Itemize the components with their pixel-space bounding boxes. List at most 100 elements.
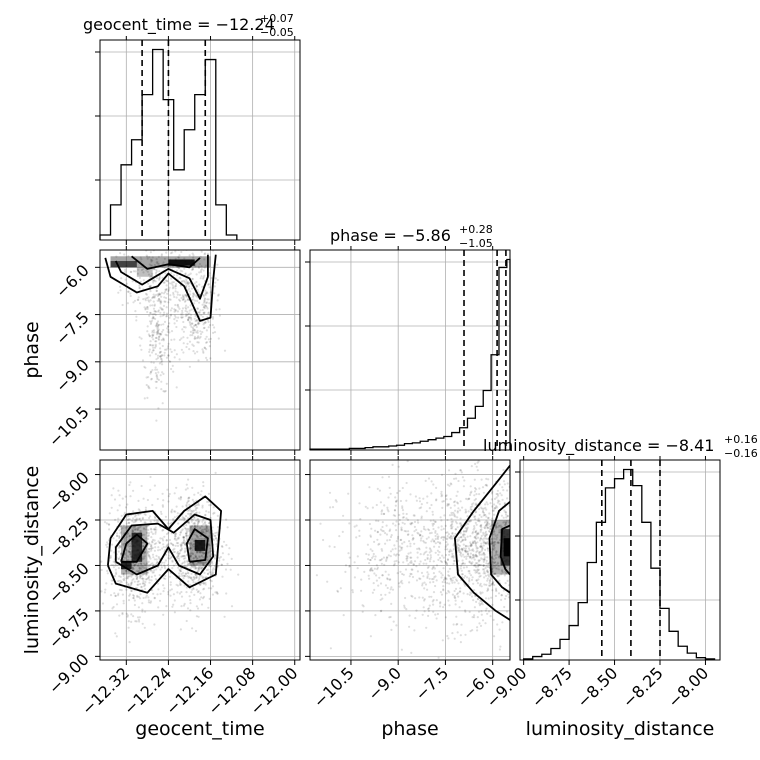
sample-point xyxy=(139,574,142,577)
sample-point xyxy=(119,252,122,255)
sample-point xyxy=(471,505,474,508)
sample-point xyxy=(446,518,449,522)
sample-point xyxy=(472,556,475,559)
sample-point xyxy=(194,319,197,323)
sample-point xyxy=(127,290,130,293)
sample-point xyxy=(485,483,488,486)
sample-point xyxy=(504,513,508,516)
sample-point xyxy=(143,552,146,555)
sample-point xyxy=(398,513,401,517)
sample-point xyxy=(143,582,146,586)
sample-point xyxy=(411,595,414,598)
sample-point xyxy=(470,562,473,566)
sample-point xyxy=(428,577,431,580)
sample-point xyxy=(160,291,163,294)
sample-point xyxy=(366,507,369,510)
sample-point xyxy=(183,574,186,578)
sample-point xyxy=(201,504,204,507)
sample-point xyxy=(165,382,168,385)
sample-point xyxy=(369,569,372,572)
sample-point xyxy=(520,557,522,559)
title-phase-minus: −1.05 xyxy=(459,237,493,250)
sample-point xyxy=(148,581,151,584)
sample-point xyxy=(188,320,191,324)
sample-point xyxy=(358,529,361,532)
sample-point xyxy=(427,536,430,539)
sample-point xyxy=(410,594,413,598)
sample-point xyxy=(105,522,108,525)
sample-point xyxy=(121,613,124,616)
ylabel-luminosity-distance: luminosity_distance xyxy=(21,466,43,655)
sample-point xyxy=(163,390,166,393)
sample-point xyxy=(205,301,208,304)
sample-point xyxy=(115,572,118,576)
sample-point xyxy=(416,570,419,573)
sample-point xyxy=(376,566,379,569)
sample-point xyxy=(447,469,451,472)
sample-point xyxy=(194,337,197,340)
sample-point xyxy=(381,525,384,529)
sample-point xyxy=(400,526,403,529)
sample-point xyxy=(542,645,544,647)
sample-point xyxy=(133,247,135,249)
sample-point xyxy=(117,592,120,595)
sample-point xyxy=(198,520,201,523)
sample-point xyxy=(485,607,488,610)
sample-point xyxy=(135,520,138,523)
sample-point xyxy=(191,543,194,547)
sample-point xyxy=(195,576,198,579)
sample-point xyxy=(493,572,496,576)
sample-point xyxy=(516,576,518,578)
sample-point xyxy=(428,604,431,607)
sample-point xyxy=(496,623,499,626)
sample-point xyxy=(142,527,145,530)
sample-point xyxy=(469,630,472,633)
sample-point xyxy=(483,526,486,529)
sample-point xyxy=(211,316,215,319)
sample-point xyxy=(83,596,85,598)
sample-point xyxy=(452,511,455,514)
sample-point xyxy=(127,626,130,629)
sample-point xyxy=(501,621,504,624)
sample-point xyxy=(430,503,433,507)
sample-point xyxy=(480,515,483,519)
sample-point xyxy=(194,554,197,557)
sample-point xyxy=(505,520,508,523)
sample-point xyxy=(139,517,142,520)
sample-point xyxy=(189,528,192,531)
sample-point xyxy=(119,579,122,582)
sample-point xyxy=(197,491,200,494)
sample-point xyxy=(169,360,172,363)
xlabel-phase: phase xyxy=(381,718,438,740)
sample-point xyxy=(391,463,394,466)
sample-point xyxy=(440,528,443,531)
sample-point xyxy=(500,594,503,597)
sample-point xyxy=(133,526,136,529)
sample-point xyxy=(464,551,467,554)
sample-point xyxy=(449,482,452,485)
sample-point xyxy=(208,565,211,568)
sample-point xyxy=(413,530,416,533)
sample-point xyxy=(373,572,376,575)
sample-point xyxy=(457,479,460,483)
sample-point xyxy=(202,523,205,526)
sample-point xyxy=(460,623,463,626)
sample-point xyxy=(432,560,435,563)
sample-point xyxy=(459,525,462,528)
sample-point xyxy=(480,526,483,529)
sample-point xyxy=(143,533,146,536)
sample-point xyxy=(154,578,157,581)
sample-point xyxy=(197,561,200,564)
sample-point xyxy=(163,281,166,284)
sample-point xyxy=(477,531,480,535)
sample-point xyxy=(97,580,99,582)
sample-point xyxy=(181,309,184,312)
sample-point xyxy=(146,297,149,300)
sample-point xyxy=(196,520,200,523)
sample-point xyxy=(121,543,124,546)
sample-point xyxy=(457,595,460,598)
sample-point xyxy=(157,540,160,543)
sample-point xyxy=(206,358,209,362)
sample-point xyxy=(172,519,175,522)
sample-point xyxy=(186,528,189,531)
